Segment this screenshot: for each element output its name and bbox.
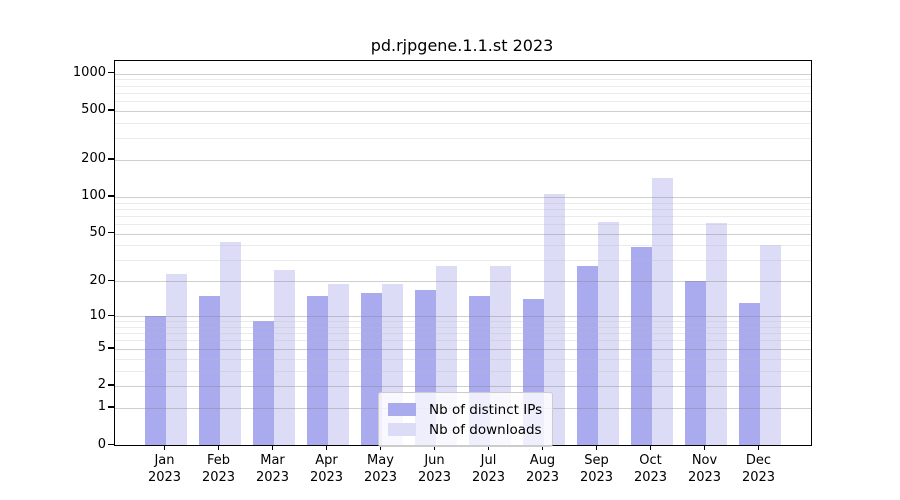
x-tick-mark [434,445,436,450]
y-tick-label-1000: 1000 [72,65,106,81]
plot-area: Nb of distinct IPs Nb of downloads [114,60,812,447]
x-tick-label-oct: Oct 2023 [633,453,668,485]
bar-sep-downloads [597,222,619,445]
x-tick-label-mar: Mar 2023 [255,453,290,485]
y-tick-mark [107,158,114,160]
legend-item-downloads: Nb of downloads [388,420,542,439]
gridline-700 [115,92,811,94]
x-tick-mark [650,445,652,450]
x-tick-mark [164,445,166,450]
chart-title: pd.rjpgene.1.1.st 2023 [370,36,554,55]
x-tick-label-jul: Jul 2023 [471,453,506,485]
bar-jan-distinct-ips [144,316,166,445]
x-tick-label-feb: Feb 2023 [201,453,236,485]
y-tick-mark [107,384,114,386]
x-tick-label-jun: Jun 2023 [417,453,452,485]
x-tick-mark [704,445,706,450]
gridline-300 [115,138,811,140]
bar-feb-distinct-ips [198,295,220,445]
gridline-100 [115,196,811,198]
gridline-70 [115,215,811,217]
x-tick-mark [326,445,328,450]
gridline-800 [115,85,811,87]
bar-aug-downloads [543,194,565,445]
gridline-900 [115,79,811,81]
y-tick-mark [107,347,114,349]
bar-jan-downloads [165,274,187,445]
x-tick-label-dec: Dec 2023 [741,453,776,485]
gridline-600 [115,101,811,102]
x-tick-mark [488,445,490,450]
x-tick-label-may: May 2023 [363,453,398,485]
x-tick-label-sep: Sep 2023 [579,453,614,485]
bar-oct-downloads [651,177,673,445]
bar-mar-distinct-ips [252,321,274,445]
y-tick-mark [107,406,114,408]
x-tick-mark [542,445,544,450]
x-tick-label-nov: Nov 2023 [687,453,722,485]
gridline-90 [115,202,811,204]
legend-label: Nb of downloads [429,421,542,438]
bar-may-distinct-ips [360,292,382,445]
bar-apr-downloads [327,283,349,445]
legend-item-distinct-ips: Nb of distinct IPs [388,400,542,419]
y-tick-label-20: 20 [89,272,106,288]
y-tick-mark [107,72,114,74]
y-tick-mark [107,109,114,111]
downloads-swatch [388,423,416,436]
y-tick-label-10: 10 [89,307,106,323]
x-tick-mark [380,445,382,450]
bar-sep-distinct-ips [576,265,598,445]
x-tick-mark [758,445,760,450]
legend-label: Nb of distinct IPs [429,401,543,418]
bar-nov-downloads [705,223,727,445]
y-tick-mark [107,232,114,234]
y-tick-label-50: 50 [89,225,106,241]
y-tick-label-500: 500 [81,102,106,118]
y-tick-mark [107,195,114,197]
bar-feb-downloads [219,241,241,445]
gridline-400 [115,122,811,124]
bar-apr-distinct-ips [306,295,328,445]
gridline-200 [115,159,811,161]
gridline-500 [115,110,811,112]
bar-dec-downloads [759,245,781,445]
x-tick-mark [272,445,274,450]
y-tick-label-1: 1 [97,399,106,415]
y-tick-label-100: 100 [81,188,106,204]
gridline-1000 [115,73,811,75]
x-tick-label-aug: Aug 2023 [525,453,560,485]
y-tick-mark [107,279,114,282]
y-tick-label-200: 200 [81,151,106,167]
x-tick-mark [596,445,598,450]
gridline-80 [115,208,811,210]
bar-mar-downloads [273,269,295,445]
bar-dec-distinct-ips [738,303,760,445]
legend: Nb of distinct IPs Nb of downloads [378,392,554,447]
y-tick-label-2: 2 [97,377,106,393]
y-tick-label-5: 5 [97,340,106,356]
bar-oct-distinct-ips [630,246,652,445]
x-tick-mark [218,445,220,450]
bar-nov-distinct-ips [684,281,706,445]
x-tick-label-apr: Apr 2023 [309,453,344,485]
distinct-ips-swatch [388,403,416,416]
x-tick-label-jan: Jan 2023 [147,453,182,485]
y-tick-label-0: 0 [97,436,106,452]
y-tick-mark [107,314,114,316]
y-tick-mark [107,443,114,445]
